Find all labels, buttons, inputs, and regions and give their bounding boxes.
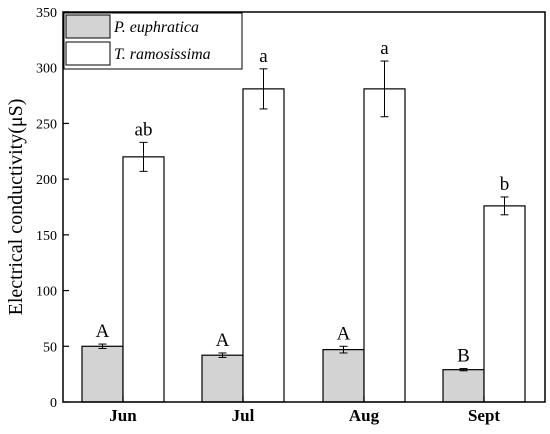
bar-p-euphratica xyxy=(322,349,365,403)
x-category-label: Aug xyxy=(349,406,380,425)
significance-label: B xyxy=(457,346,470,367)
bar-t-ramosissima xyxy=(363,88,406,403)
legend-swatch xyxy=(65,41,111,66)
significance-label: a xyxy=(259,46,268,67)
significance-label: A xyxy=(216,330,230,351)
bar-t-ramosissima xyxy=(483,205,526,403)
bar-t-ramosissima xyxy=(242,88,285,403)
bar-p-euphratica xyxy=(81,345,124,403)
bar-p-euphratica xyxy=(442,369,485,403)
y-tick-label: 100 xyxy=(36,285,57,300)
error-bars-group xyxy=(98,60,509,372)
y-tick-label: 300 xyxy=(36,62,57,77)
y-axis-title: Electrical conductivity(μS) xyxy=(5,99,27,316)
plot-frame xyxy=(62,11,546,403)
bars-group xyxy=(81,88,526,403)
legend-swatch xyxy=(65,14,111,39)
legend-label: P. euphratica xyxy=(113,19,199,36)
bar-t-ramosissima xyxy=(122,156,165,403)
significance-label: A xyxy=(96,321,110,342)
legend-label: T. ramosissima xyxy=(114,46,211,63)
significance-labels-group: Aab Aa Aa Bb xyxy=(96,38,510,367)
y-tick-label: 200 xyxy=(36,173,57,188)
significance-label: a xyxy=(380,38,389,59)
y-tick-label: 250 xyxy=(36,117,57,132)
x-axis-category-labels: Jun Jul Aug Sept xyxy=(109,396,500,425)
x-category-label: Jun xyxy=(109,406,137,425)
significance-label: A xyxy=(337,323,351,344)
y-tick-label: 0 xyxy=(50,396,57,411)
x-category-label: Sept xyxy=(468,406,500,425)
y-tick-label: 350 xyxy=(36,6,57,21)
y-axis-ticks: 0 50 100 150 200 250 300 350 xyxy=(36,6,69,411)
x-category-label: Jul xyxy=(232,406,255,425)
significance-label: ab xyxy=(135,119,153,140)
legend: P. euphratica T. ramosissima xyxy=(63,12,243,70)
y-tick-label: 150 xyxy=(36,229,57,244)
y-tick-label: 50 xyxy=(43,340,57,355)
bar-p-euphratica xyxy=(201,354,244,403)
significance-label: b xyxy=(500,174,510,195)
